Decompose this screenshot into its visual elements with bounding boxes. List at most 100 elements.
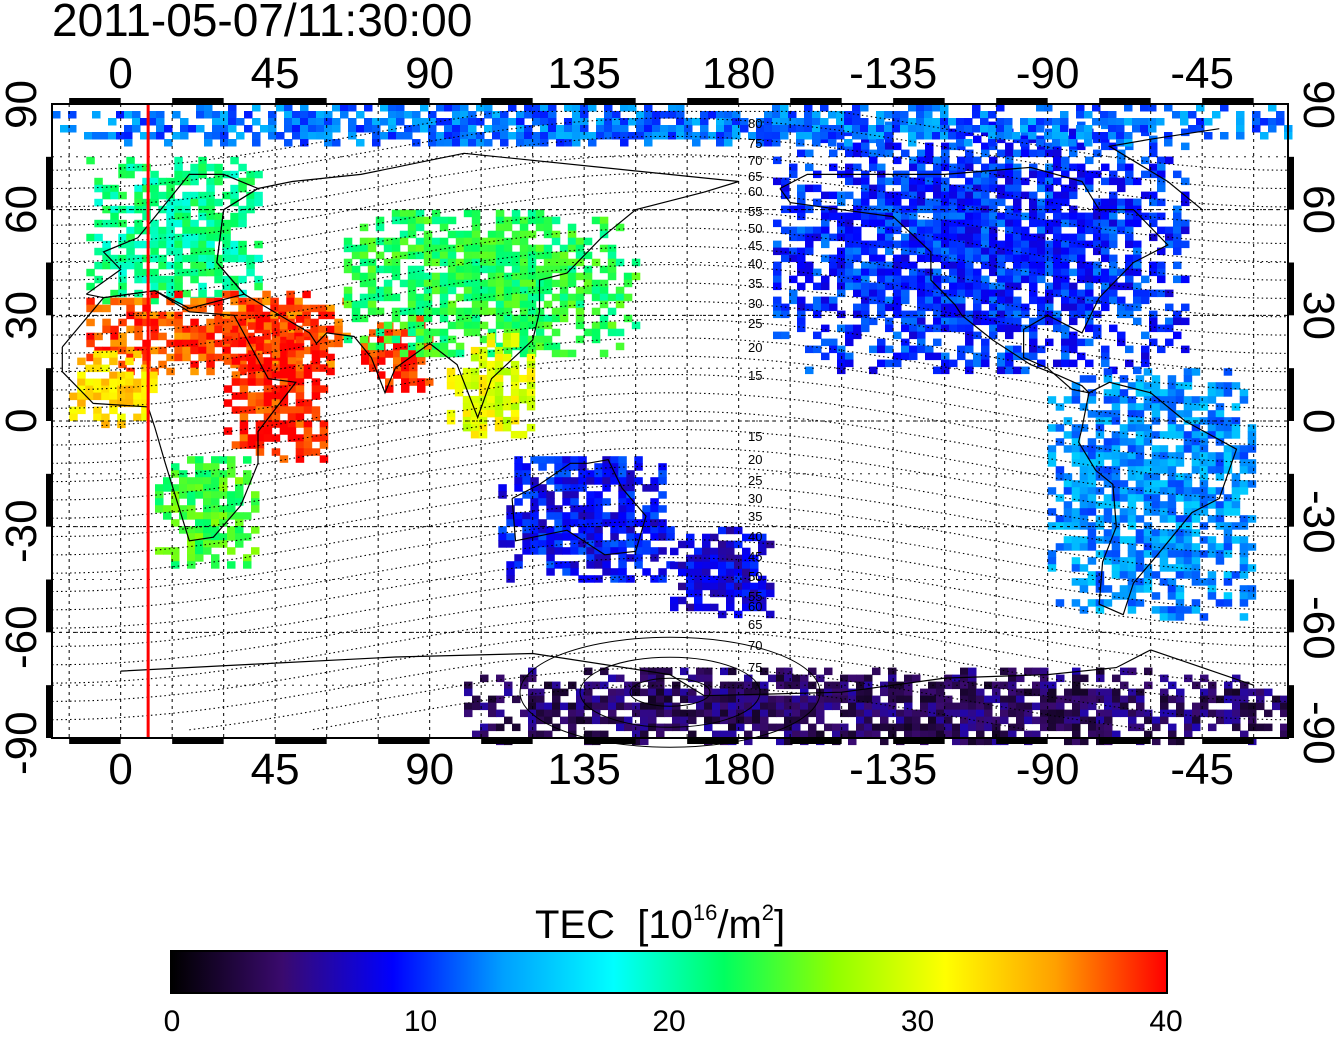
tec-cell [784,730,793,739]
tec-cell [960,737,969,746]
tec-cell [952,702,961,711]
tec-cell [284,118,293,126]
tec-cell [407,272,417,281]
tec-cell [367,300,377,309]
tec-cell [928,716,937,725]
tec-cell [512,723,521,732]
tec-cell [530,456,539,464]
tec-cell [1140,104,1149,112]
tec-cell [734,610,743,619]
tec-cell [447,265,457,274]
tec-cell [214,198,223,207]
tec-cell [1200,695,1209,704]
tec-cell [599,279,609,288]
tec-cell [1109,219,1118,228]
tec-cell [462,367,472,376]
tec-cell [1071,396,1081,404]
tec-cell [997,317,1006,326]
tec-cell [239,441,249,449]
tec-cell [1079,403,1089,411]
left-latitude-label: 30 [0,290,46,340]
tec-cell [920,702,929,711]
tec-cell [206,219,215,228]
tec-cell [126,346,135,355]
tec-cell [742,589,751,598]
tec-cell [367,244,377,253]
tec-cell [407,244,417,253]
tec-cell [1084,125,1093,133]
tec-cell [332,104,341,112]
tec-region-w-africa [69,350,158,429]
tec-cell [628,132,637,140]
tec-cell [805,247,814,256]
tec-cell [1143,438,1153,446]
tec-cell [471,223,481,232]
tec-cell [286,304,295,313]
tec-cell [568,716,577,725]
tec-cell [666,526,675,534]
tec-cell [853,233,862,242]
tec-cell [1117,177,1126,186]
tec-cell [110,191,119,200]
tec-cell [1037,345,1046,354]
tec-cell [760,723,769,732]
tec-cell [1165,289,1174,298]
tec-cell [1005,226,1014,235]
tec-cell [1127,494,1137,502]
tec-cell [1087,501,1097,509]
tec-cell [812,125,821,133]
tec-cell [1095,431,1105,439]
tec-cell [156,132,165,140]
tec-cell [227,498,236,506]
tec-cell [118,275,127,284]
tec-cell [965,338,974,347]
tec-cell [1063,501,1073,509]
tec-cell [527,272,537,281]
tec-cell [311,357,321,365]
tec-cell [1069,240,1078,249]
tec-cell [324,132,333,140]
tec-cell [1191,606,1201,614]
tec-cell [1037,212,1046,221]
tec-cell [792,709,801,718]
tec-cell [1048,723,1057,732]
top-axis-bar [584,98,636,104]
tec-cell [179,505,188,513]
tec-cell [142,163,151,172]
bottom-longitude-label: -45 [1170,745,1234,794]
tec-cell [219,540,228,548]
tec-cell [158,346,167,355]
tec-cell [351,307,361,316]
tec-cell [220,132,229,140]
tec-cell [688,674,697,683]
tec-cell [1135,536,1145,544]
top-longitude-label: 90 [405,49,455,98]
tec-cell [1071,382,1081,390]
tec-cell [409,350,418,358]
tec-cell [508,104,517,112]
tec-cell [1045,247,1054,256]
tec-cell [901,247,910,256]
tec-cell [1069,219,1078,228]
tec-cell [718,582,727,591]
tec-cell [960,695,969,704]
tec-cell [584,695,593,704]
tec-cell [957,268,966,277]
tec-cell [1207,459,1217,467]
tec-cell [1175,550,1185,558]
tec-cell [487,286,497,295]
tec-cell [650,526,659,534]
tec-cell [965,163,974,172]
tec-cell [1127,578,1137,586]
colorbar-quantity: TEC [535,903,615,947]
tec-cell [1157,247,1166,256]
tec-cell [1247,543,1257,551]
tec-cell [399,216,409,225]
tec-cell [885,142,894,151]
tec-cell [472,702,481,711]
tec-cell [1127,571,1137,579]
tec-cell [302,346,311,355]
tec-cell [1117,296,1126,305]
tec-cell [393,329,402,337]
tec-cell [1223,368,1233,376]
